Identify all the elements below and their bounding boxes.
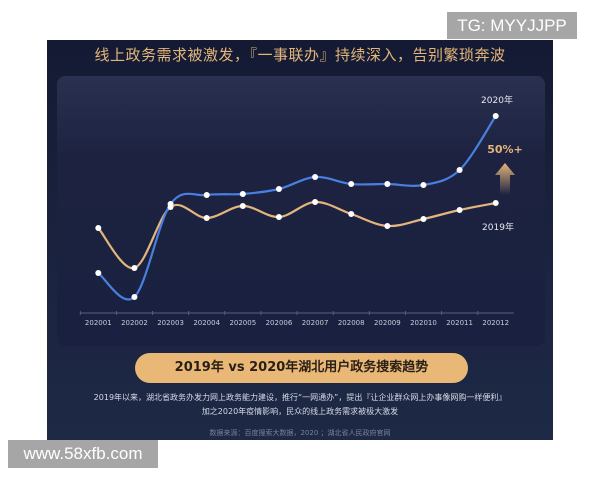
series-label-2019: 2019年 [482,221,514,233]
data-point [131,294,138,300]
description-line-2: 加之2020年疫情影响，民众的线上政务需求被极大激发 [201,407,399,416]
data-point [348,211,355,217]
data-point [312,199,319,205]
x-tick-label: 202012 [482,319,509,327]
x-tick-label: 202001 [85,319,112,327]
watermark-top: TG: MYYJJPP [447,12,577,39]
series-line-2020年 [97,115,497,301]
x-tick-label: 202005 [229,319,256,327]
growth-annotation: 50%+ [487,143,523,156]
x-tick-label: 202004 [193,319,220,327]
chart-card [57,76,545,346]
data-point [420,216,427,222]
data-point [203,192,210,198]
data-point [348,181,355,187]
data-point [95,225,102,231]
watermark-bottom: www.58xfb.com [8,440,158,468]
data-point [131,265,138,271]
data-point [492,113,499,119]
data-point [275,186,282,192]
data-point [384,223,391,229]
data-point [239,203,246,209]
data-point [456,207,463,213]
description-line-1: 2019年以来，湖北省政务办发力网上政务能力建设，推行“一网通办”，提出『让企业… [93,393,507,402]
data-point [384,181,391,187]
x-tick-label: 202002 [121,319,148,327]
x-tick-label: 202010 [410,319,437,327]
x-tick-label: 202011 [446,319,473,327]
x-tick-label: 202008 [338,319,365,327]
headline: 线上政务需求被激发，『一事联办』持续深入，告别繁琐奔波 [94,46,506,64]
data-point [456,167,463,173]
data-point [239,191,246,197]
series-label-2020: 2020年 [481,94,513,106]
data-point [167,204,174,210]
data-point [203,215,210,221]
data-point [312,174,319,180]
data-point [420,182,427,188]
growth-arrow-icon [495,163,515,195]
x-tick-label: 202007 [302,319,329,327]
data-source: 数据来源：百度搜索大数据，2020 ；湖北省人民政府官网 [209,429,391,437]
x-tick-label: 202003 [157,319,184,327]
data-point [492,200,499,206]
data-point [95,270,102,276]
data-point [275,214,282,220]
x-tick-label: 202006 [266,319,293,327]
chart-title: 2019年 vs 2020年湖北用户政务搜索趋势 [135,353,468,383]
x-tick-label: 202009 [374,319,401,327]
